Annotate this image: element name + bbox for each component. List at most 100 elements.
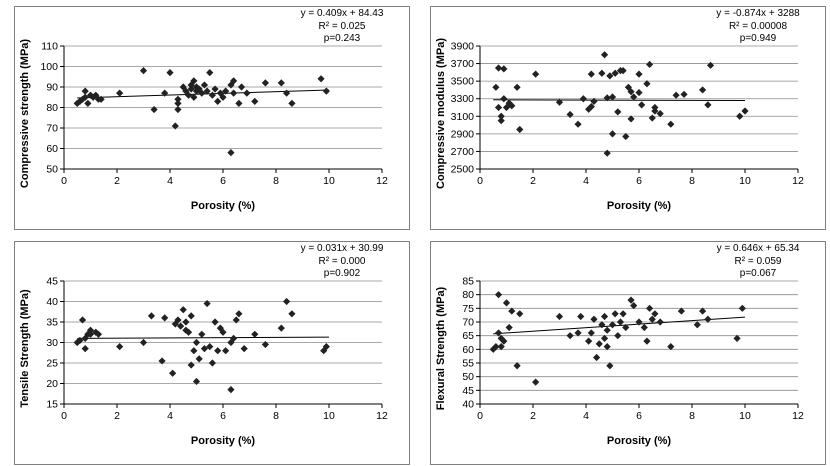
- data-point: [635, 318, 643, 326]
- y-tick-label: 20: [46, 378, 58, 390]
- x-tick-label: 2: [114, 410, 120, 422]
- data-point: [208, 359, 216, 367]
- x-tick-label: 4: [167, 175, 173, 187]
- data-point: [76, 336, 84, 345]
- y-tick-label: 75: [462, 303, 474, 315]
- y-tick-label: 45: [46, 276, 58, 288]
- data-point: [656, 110, 664, 118]
- y-tick-label: 3300: [451, 93, 475, 105]
- y-tick-label: 3500: [451, 76, 475, 88]
- data-point: [614, 108, 622, 116]
- x-tick-label: 10: [323, 175, 335, 187]
- data-point: [190, 77, 198, 85]
- y-tick-label: 85: [462, 276, 474, 288]
- data-point: [200, 81, 209, 89]
- y-tick-label: 70: [462, 317, 474, 329]
- y-tick-label: 2700: [451, 146, 475, 158]
- data-point: [179, 83, 187, 91]
- y-tick-label: 50: [46, 164, 58, 176]
- y-tick-label: 60: [46, 143, 58, 155]
- data-point: [516, 310, 524, 318]
- x-tick-label: 12: [792, 175, 804, 187]
- data-point: [635, 88, 643, 97]
- data-point: [627, 115, 635, 123]
- data-point: [192, 338, 201, 347]
- data-point: [219, 328, 227, 336]
- data-point: [494, 64, 503, 72]
- x-tick-label: 8: [689, 175, 695, 187]
- chart-svg: 2500 2700 2900 3100 3300 3500 3700 3900 0 2 4 6 8 10 1…: [430, 6, 826, 230]
- y-axis-title: Compressive modulus (MPa): [435, 38, 447, 189]
- annotation-line: y = 0.409x + 84.43: [300, 8, 384, 19]
- data-point: [736, 112, 744, 120]
- data-point: [603, 94, 611, 102]
- data-point: [184, 328, 193, 336]
- trendline: [493, 316, 746, 335]
- annotation-line: p=0.067: [739, 268, 777, 279]
- y-tick-label: 3100: [451, 111, 475, 123]
- data-point: [608, 321, 617, 329]
- data-point: [192, 377, 201, 386]
- data-point: [704, 101, 712, 109]
- y-tick-label: 80: [46, 102, 58, 114]
- data-point: [317, 75, 325, 83]
- data-point: [206, 69, 214, 77]
- annotation-line: y = 0.031x + 30.99: [300, 243, 384, 254]
- data-point: [116, 89, 124, 97]
- data-point: [516, 125, 524, 134]
- x-tick-label: 2: [530, 410, 536, 422]
- regression-annotation: y = 0.646x + 65.34 R² = 0.059 p=0.067: [698, 243, 818, 281]
- y-tick-label: 55: [462, 358, 474, 370]
- chart-compressive-strength: 50 60 70 80 90 100 110 0 2 4 6 8 10 12 Porosity (%) Com…: [14, 6, 410, 230]
- y-tick-label: 2900: [451, 128, 475, 140]
- data-point: [622, 323, 630, 332]
- data-point: [169, 369, 177, 377]
- data-point: [630, 93, 638, 101]
- data-point: [622, 132, 630, 141]
- data-point: [73, 338, 81, 347]
- data-point: [502, 299, 511, 307]
- annotation-line: R² = 0.059: [734, 255, 782, 267]
- x-axis-title: Porosity (%): [191, 200, 256, 212]
- data-point: [288, 310, 296, 318]
- x-axis-title: Porosity (%): [607, 200, 672, 212]
- data-point: [635, 70, 643, 78]
- data-point: [643, 80, 651, 88]
- data-point: [283, 297, 291, 306]
- data-point: [211, 85, 219, 93]
- regression-annotation: y = 0.031x + 30.99 R² = 0.000 p=0.902: [282, 243, 402, 281]
- x-tick-label: 4: [583, 175, 589, 187]
- chart-flexural-strength: 40 45 50 55 60 65 70 75 80 85 0 2 4 6 8 10 12 Porosity (%…: [430, 241, 826, 465]
- data-point: [555, 98, 564, 106]
- data-point: [322, 87, 330, 95]
- x-tick-label: 4: [167, 410, 173, 422]
- data-point: [139, 67, 148, 75]
- data-point: [187, 85, 195, 93]
- data-point: [171, 122, 179, 130]
- x-tick-label: 8: [689, 410, 695, 422]
- data-point: [587, 70, 595, 78]
- data-point: [322, 343, 330, 351]
- annotation-line: p=0.243: [323, 33, 361, 44]
- y-tick-label: 25: [46, 358, 58, 370]
- data-point: [184, 91, 193, 99]
- x-tick-label: 10: [323, 410, 335, 422]
- data-point: [174, 95, 182, 103]
- annotation-line: R² = 0.00008: [728, 20, 788, 32]
- data-point: [502, 103, 511, 112]
- y-tick-label: 40: [46, 296, 58, 308]
- data-point: [230, 77, 238, 85]
- data-point: [161, 89, 169, 97]
- data-point: [203, 87, 211, 95]
- data-point: [97, 95, 105, 103]
- y-tick-label: 110: [41, 41, 58, 53]
- y-tick-label: 2500: [451, 164, 475, 176]
- data-point: [81, 93, 89, 101]
- y-axis-title: Compressive strength (MPa): [19, 39, 31, 188]
- data-point: [182, 318, 190, 326]
- data-point: [139, 338, 148, 347]
- data-point: [222, 87, 230, 95]
- x-tick-label: 0: [477, 410, 483, 422]
- y-axis-title: Flexural Strength (MPa): [435, 286, 447, 410]
- annotation-line: y = -0.874x + 3288: [716, 8, 800, 19]
